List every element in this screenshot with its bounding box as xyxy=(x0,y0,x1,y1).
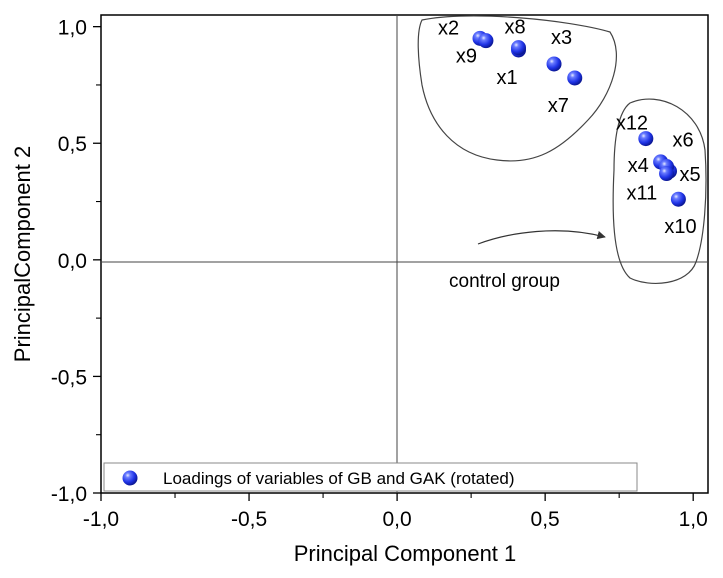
point-x10 xyxy=(670,191,686,207)
point-label-x12: x12 xyxy=(616,113,648,135)
point-label-x6: x6 xyxy=(673,130,694,152)
point-x7 xyxy=(567,70,583,86)
annotation-control-group: control group xyxy=(449,271,560,292)
point-label-x4: x4 xyxy=(628,155,649,177)
y-tick-label: 1,0 xyxy=(58,17,87,40)
point-label-x9: x9 xyxy=(456,46,477,68)
point-label-x2: x2 xyxy=(438,17,459,39)
annotation-arrow xyxy=(477,230,606,245)
point-x3 xyxy=(546,56,562,72)
y-tick-label: -0,5 xyxy=(51,366,87,389)
point-label-x1: x1 xyxy=(496,67,517,89)
legend-marker xyxy=(122,470,138,486)
y-tick-label: 0,5 xyxy=(58,133,87,156)
legend-label: Loadings of variables of GB and GAK (rot… xyxy=(163,469,515,488)
axis-tick-labels: -1,0 -0,5 0,0 0,5 1,0 -1,0 -0,5 0,0 0,5 1,0 xyxy=(51,17,708,531)
x-tick-label: 1,0 xyxy=(679,508,708,531)
point-label-x5: x5 xyxy=(680,164,701,186)
legend: Loadings of variables of GB and GAK (rot… xyxy=(103,462,638,492)
x-tick-label: 0,5 xyxy=(531,508,560,531)
plot-frame xyxy=(100,14,709,494)
axis-ticks xyxy=(93,26,694,501)
point-labels: x1 x2 x3 x4 x5 x6 x7 x8 x9 x10 x11 x12 xyxy=(438,17,701,239)
point-label-x11: x11 xyxy=(627,183,658,205)
control-group-outline xyxy=(612,98,707,284)
upper-group-outline xyxy=(417,15,617,162)
x-tick-label: -1,0 xyxy=(83,508,119,531)
legend-box xyxy=(103,462,638,492)
point-x9 xyxy=(478,33,494,49)
point-x12 xyxy=(638,131,654,147)
point-label-x8: x8 xyxy=(504,17,525,39)
point-x11 xyxy=(659,166,675,182)
point-x8 xyxy=(510,40,526,56)
x-axis-title: Principal Component 1 xyxy=(294,541,517,566)
y-tick-label: -1,0 xyxy=(51,483,87,506)
x-tick-label: 0,0 xyxy=(382,508,411,531)
y-tick-label: 0,0 xyxy=(58,250,87,273)
point-label-x3: x3 xyxy=(551,27,572,49)
x-tick-label: -0,5 xyxy=(231,508,267,531)
point-label-x10: x10 xyxy=(664,216,696,238)
point-label-x7: x7 xyxy=(548,95,569,117)
y-axis-title: PrincipalComponent 2 xyxy=(10,146,35,362)
data-points xyxy=(472,30,686,207)
